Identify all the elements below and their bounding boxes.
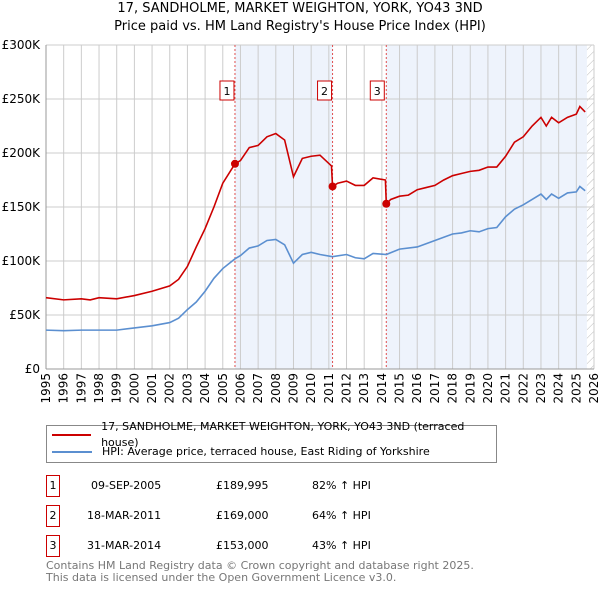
sale-point — [328, 182, 337, 191]
y-tick-label: £0 — [25, 362, 40, 376]
transaction-row: 1 09-SEP-2005 £189,995 82% ↑ HPI — [46, 475, 446, 497]
transaction-date: 09-SEP-2005 — [91, 479, 162, 492]
x-tick-label: 2017 — [428, 373, 442, 404]
y-tick-label: £200K — [2, 146, 42, 160]
y-tick-label: £150K — [2, 200, 42, 214]
y-tick-label: £250K — [2, 92, 42, 106]
x-tick-label: 2014 — [375, 373, 389, 404]
x-tick-label: 2021 — [499, 373, 513, 404]
chart-subtitle: Price paid vs. HM Land Registry's House … — [114, 19, 486, 34]
x-tick-label: 1995 — [39, 373, 53, 404]
x-tick-label: 2016 — [410, 373, 424, 404]
sale-label: 3 — [374, 85, 381, 98]
x-tick-label: 2010 — [304, 373, 318, 404]
transaction-hpi: 82% ↑ HPI — [312, 479, 371, 492]
sale-label: 1 — [223, 85, 230, 98]
x-tick-label: 1996 — [57, 373, 71, 404]
legend-label: 17, SANDHOLME, MARKET WEIGHTON, YORK, YO… — [101, 420, 465, 449]
legend: 17, SANDHOLME, MARKET WEIGHTON, YORK, YO… — [46, 420, 497, 463]
x-tick-label: 2012 — [340, 373, 354, 404]
x-tick-label: 2009 — [286, 373, 300, 404]
footer-line: This data is licensed under the Open Gov… — [46, 571, 397, 584]
x-tick-label: 2023 — [534, 373, 548, 404]
x-tick-label: 2018 — [446, 373, 460, 404]
transaction-date: 18-MAR-2011 — [87, 509, 162, 522]
sale-point — [382, 199, 391, 208]
x-tick-label: 2026 — [587, 373, 600, 404]
x-tick-label: 2003 — [180, 373, 194, 404]
y-tick-label: £300K — [2, 38, 42, 52]
legend-item-property: 17, SANDHOLME, MARKET WEIGHTON, YORK, YO… — [52, 420, 496, 449]
x-tick-label: 2019 — [463, 373, 477, 404]
x-tick-label: 2013 — [357, 373, 371, 404]
sale-point — [230, 159, 239, 168]
x-tick-label: 2002 — [163, 373, 177, 404]
transaction-date: 31-MAR-2014 — [87, 539, 162, 552]
transaction-marker: 1 — [46, 475, 60, 497]
transaction-hpi: 43% ↑ HPI — [312, 539, 371, 552]
x-tick-label: 2025 — [569, 373, 583, 404]
y-tick-label: £100K — [2, 254, 42, 268]
legend-swatch-blue — [52, 451, 92, 453]
transaction-price: £169,000 — [216, 509, 269, 522]
x-tick-label: 2001 — [145, 373, 159, 404]
x-tick-label: 1999 — [110, 373, 124, 404]
transaction-price: £153,000 — [216, 539, 269, 552]
transaction-price: £189,995 — [216, 479, 269, 492]
sale-label-box — [219, 80, 235, 101]
x-tick-label: 2011 — [322, 373, 336, 404]
transaction-row: 2 18-MAR-2011 £169,000 64% ↑ HPI — [46, 505, 446, 527]
x-tick-label: 2005 — [216, 373, 230, 404]
transaction-marker: 2 — [46, 505, 60, 527]
legend-item-hpi: HPI: Average price, terraced house, East… — [52, 444, 430, 460]
sale-label-box — [317, 80, 333, 101]
x-tick-label: 2020 — [481, 373, 495, 404]
x-tick-label: 2007 — [251, 373, 265, 404]
x-tick-label: 2000 — [127, 373, 141, 404]
legend-swatch-red — [52, 434, 92, 436]
chart-title: 17, SANDHOLME, MARKET WEIGHTON, YORK, YO… — [117, 1, 483, 16]
y-tick-label: £50K — [9, 308, 41, 322]
x-tick-label: 1997 — [74, 373, 88, 404]
transaction-row: 3 31-MAR-2014 £153,000 43% ↑ HPI — [46, 535, 446, 557]
sale-label: 2 — [321, 85, 328, 98]
x-tick-label: 2008 — [269, 373, 283, 404]
x-tick-label: 2006 — [233, 373, 247, 404]
x-tick-label: 2022 — [516, 373, 530, 404]
price-chart: 1995 1996 1997 1998 1999 2000 2001 2002 2003 2004… — [2, 38, 600, 404]
transaction-marker: 3 — [46, 535, 60, 557]
x-tick-label: 2024 — [552, 373, 566, 404]
transaction-hpi: 64% ↑ HPI — [312, 509, 371, 522]
footer-line: Contains HM Land Registry data © Crown c… — [46, 559, 474, 572]
x-tick-label: 1998 — [92, 373, 106, 404]
legend-label: HPI: Average price, terraced house, East… — [102, 445, 430, 458]
hpi-line — [45, 185, 586, 332]
sale-label-box — [369, 80, 385, 101]
x-tick-label: 2004 — [198, 373, 212, 404]
x-tick-label: 2015 — [393, 373, 407, 404]
property-price-line — [45, 105, 586, 301]
